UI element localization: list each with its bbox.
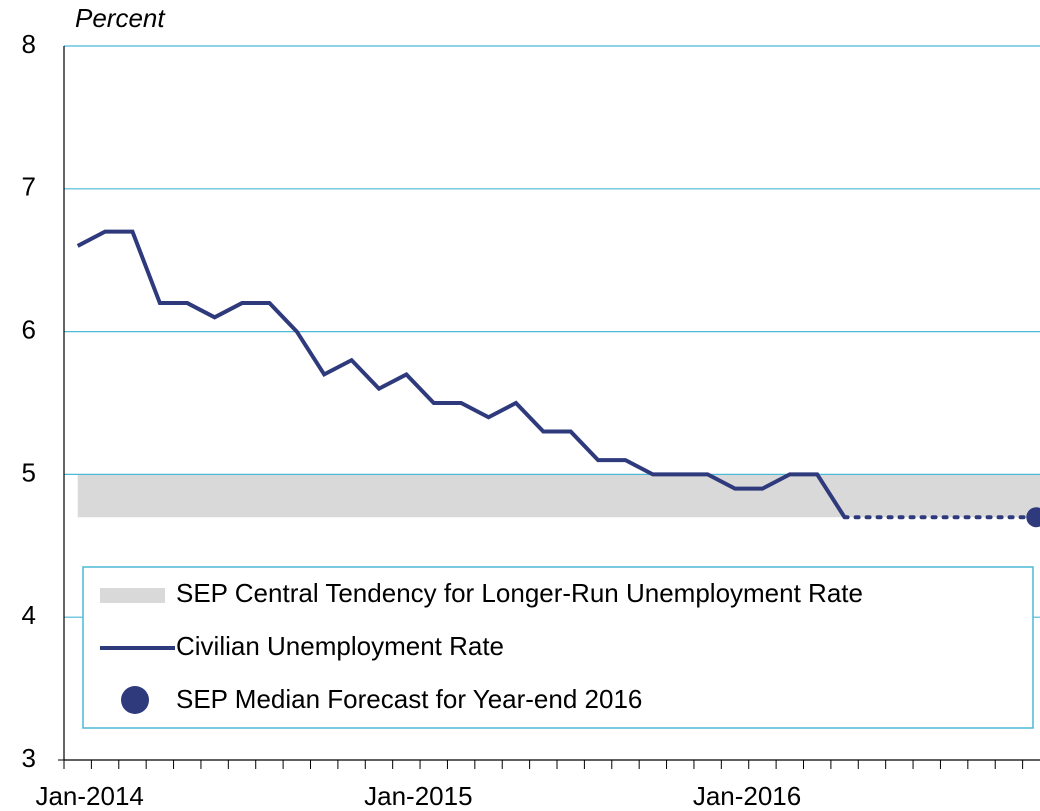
y-axis-label: Percent bbox=[75, 3, 166, 33]
legend-swatch-band bbox=[100, 588, 165, 603]
y-tick-label: 6 bbox=[22, 314, 36, 344]
legend-label: SEP Central Tendency for Longer-Run Unem… bbox=[176, 578, 863, 608]
legend-swatch-marker bbox=[121, 686, 149, 714]
y-tick-label: 8 bbox=[22, 29, 36, 59]
x-tick-label: Jan-2016 bbox=[693, 781, 801, 811]
y-tick-label: 4 bbox=[22, 600, 36, 630]
x-tick-label: Jan-2015 bbox=[364, 781, 472, 811]
y-tick-label: 5 bbox=[22, 457, 36, 487]
unemployment-line bbox=[76, 229, 847, 519]
forecast-marker bbox=[1026, 507, 1040, 528]
x-tick-label: Jan-2014 bbox=[35, 781, 143, 811]
central-tendency-band bbox=[77, 474, 1040, 518]
legend-label: Civilian Unemployment Rate bbox=[176, 631, 504, 661]
y-tick-label: 3 bbox=[22, 743, 36, 773]
legend-box bbox=[82, 566, 1034, 729]
legend-label: SEP Median Forecast for Year-end 2016 bbox=[176, 684, 642, 714]
y-tick-label: 7 bbox=[22, 172, 36, 202]
